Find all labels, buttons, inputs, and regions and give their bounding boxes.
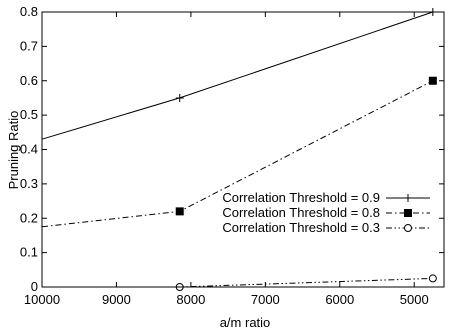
y-tick-label: 0.3 <box>20 176 38 191</box>
y-tick-label: 0.8 <box>20 4 38 19</box>
x-tick-label: 7000 <box>251 292 280 307</box>
y-tick-label: 0.4 <box>20 142 38 157</box>
axes-layer: 0 0.1 0.2 0.3 0.4 0.5 0.6 0.7 0.8 10000 9000 8000 70… <box>20 4 445 307</box>
legend-label-3: Correlation Threshold = 0.3 <box>222 220 380 235</box>
series-line-3 <box>42 277 433 288</box>
data-point-marker <box>404 209 412 217</box>
x-tick-label: 8000 <box>176 292 205 307</box>
legend-label-1: Correlation Threshold = 0.9 <box>222 190 380 205</box>
x-tick-label: 5000 <box>400 292 429 307</box>
y-tick-label: 0.5 <box>20 107 38 122</box>
x-tick-label: 6000 <box>325 292 354 307</box>
series-line-1 <box>41 11 433 140</box>
plot-layer <box>41 8 437 291</box>
data-point-marker <box>175 207 184 216</box>
y-tick-label: 0.7 <box>20 38 38 53</box>
data-point-marker <box>428 76 437 85</box>
y-tick-label: 0.6 <box>20 73 38 88</box>
data-point-marker <box>428 274 437 283</box>
legend-label-2: Correlation Threshold = 0.8 <box>222 205 380 220</box>
data-point-marker <box>404 224 412 232</box>
x-tick-label: 9000 <box>102 292 131 307</box>
data-point-marker <box>404 194 412 202</box>
y-tick-label: 0.2 <box>20 210 38 225</box>
y-tick-label: 0 <box>31 279 38 294</box>
plot-frame <box>41 11 445 288</box>
data-point-marker <box>175 93 184 102</box>
y-tick-label: 0.1 <box>20 245 38 260</box>
x-axis-title: a/m ratio <box>220 315 271 330</box>
y-axis-title: Pruning Ratio <box>6 111 21 190</box>
x-tick-label: 10000 <box>24 292 60 307</box>
